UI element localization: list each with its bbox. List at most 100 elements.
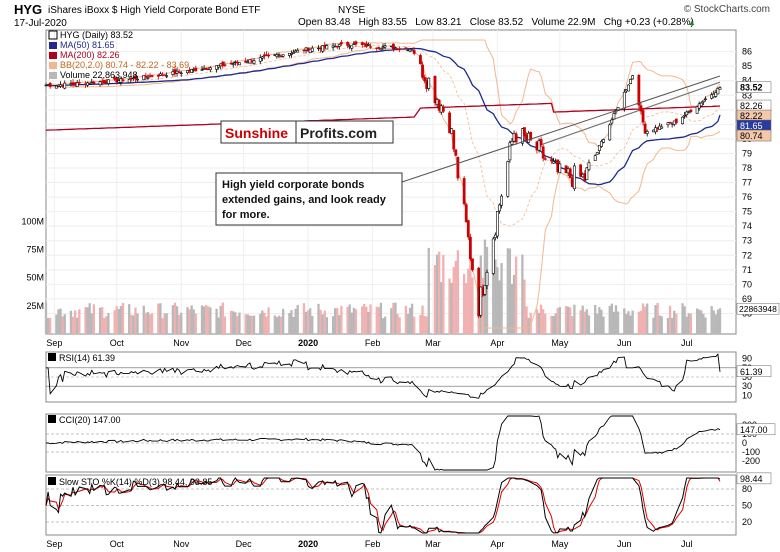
month-label: 2020 xyxy=(298,539,318,549)
volume-bar xyxy=(421,305,424,334)
month-label: Jun xyxy=(617,338,632,348)
volume-bar xyxy=(311,315,314,334)
price-candles xyxy=(44,39,722,319)
sto-tick-label: 80 xyxy=(742,484,752,494)
volume-bar xyxy=(190,305,193,334)
volume-bar xyxy=(616,311,620,334)
volume-bar xyxy=(117,309,120,334)
candle-body xyxy=(200,69,204,71)
volume-bar xyxy=(296,304,299,334)
legend-swatch-volume xyxy=(49,72,57,79)
volume-bar xyxy=(712,310,715,334)
volume-bar xyxy=(656,302,659,334)
candle-body xyxy=(558,163,562,173)
candle-body xyxy=(354,41,358,45)
candle-body xyxy=(539,139,543,146)
volume-bar xyxy=(69,310,73,334)
volume-bar xyxy=(159,303,162,334)
volume-bar xyxy=(610,303,613,334)
candle-body xyxy=(572,165,576,190)
candle-body xyxy=(543,158,547,160)
volume-bar xyxy=(132,315,135,334)
candle-body xyxy=(479,286,483,316)
candle-body xyxy=(668,121,672,124)
month-label: Jul xyxy=(681,539,693,549)
candle-body xyxy=(144,75,148,78)
volume-bar xyxy=(369,304,372,334)
volume-bar xyxy=(325,317,328,334)
candle-body xyxy=(310,47,314,52)
volume-bar xyxy=(134,307,137,334)
volume-bar xyxy=(529,312,532,334)
candle-body xyxy=(622,91,626,109)
volume-bar xyxy=(440,282,443,334)
legend-price: HYG (Daily) 83.52 xyxy=(60,30,133,40)
cci-swatch xyxy=(48,415,56,423)
candle-body xyxy=(550,159,553,162)
volume-bar xyxy=(163,313,166,334)
volume-bar xyxy=(406,313,410,334)
volume-bar xyxy=(612,311,616,334)
volume-bar xyxy=(292,316,295,334)
volume-bar xyxy=(252,315,256,334)
candle-body xyxy=(629,78,632,84)
candle-body xyxy=(468,236,472,260)
candle-body xyxy=(156,74,160,77)
price-tag-label: 82.22 xyxy=(740,111,763,121)
volume-bar xyxy=(55,314,58,334)
volume-bar xyxy=(92,304,96,334)
volume-bar xyxy=(275,317,279,334)
sto-k-line xyxy=(45,477,721,534)
price-tick-label: 73 xyxy=(742,236,752,246)
candle-body xyxy=(369,46,372,48)
volume-bar xyxy=(304,311,308,334)
candle-body xyxy=(252,60,256,64)
volume-bar xyxy=(61,316,64,334)
volume-bar xyxy=(681,303,684,334)
volume-tick-label: 50M xyxy=(26,273,44,283)
candle-body xyxy=(654,127,657,133)
volume-bar xyxy=(556,308,559,334)
cci-tick-label: -100 xyxy=(742,447,760,457)
price-tag-label: 82.26 xyxy=(740,101,763,111)
volume-bar xyxy=(59,308,62,334)
price-tick-label: 75 xyxy=(742,207,752,217)
candle-body xyxy=(608,124,612,141)
volume-bar xyxy=(435,254,439,334)
month-label: Apr xyxy=(490,338,504,348)
volume-bar xyxy=(130,314,133,334)
candle-body xyxy=(496,211,499,237)
month-label: May xyxy=(551,539,569,549)
volume-bar xyxy=(598,307,601,334)
volume-bar xyxy=(338,315,341,334)
candle-body xyxy=(641,110,645,123)
volume-bar xyxy=(465,282,468,334)
volume-bar xyxy=(569,307,572,334)
sunshine-profits-watermark: Sunshine Profits.com xyxy=(220,120,394,144)
volume-bar xyxy=(469,258,472,334)
candle-body xyxy=(491,238,495,274)
candle-body xyxy=(462,178,466,205)
volume-bar xyxy=(98,307,102,334)
volume-tag-box xyxy=(736,302,780,315)
candle-body xyxy=(699,102,703,107)
volume-bar xyxy=(250,315,254,334)
rsi-label: RSI(14) 61.39 xyxy=(59,353,115,363)
candle-body xyxy=(631,75,635,80)
legend-swatch-price xyxy=(48,30,58,40)
month-label: Jun xyxy=(617,539,632,549)
volume-bar xyxy=(192,309,195,334)
candle-body xyxy=(612,113,616,120)
price-tick-label: 85 xyxy=(742,61,752,71)
price-panel: 86858483828180797877767574737271706968 1… xyxy=(21,29,780,335)
candle-body xyxy=(177,71,181,73)
volume-bar xyxy=(448,278,451,334)
volume-bar xyxy=(200,305,204,334)
candle-body xyxy=(627,84,630,92)
volume-bar xyxy=(115,306,118,334)
volume-bar xyxy=(500,263,503,334)
volume-bar xyxy=(348,304,351,334)
volume-bar xyxy=(423,316,426,334)
volume-bar xyxy=(396,314,399,334)
